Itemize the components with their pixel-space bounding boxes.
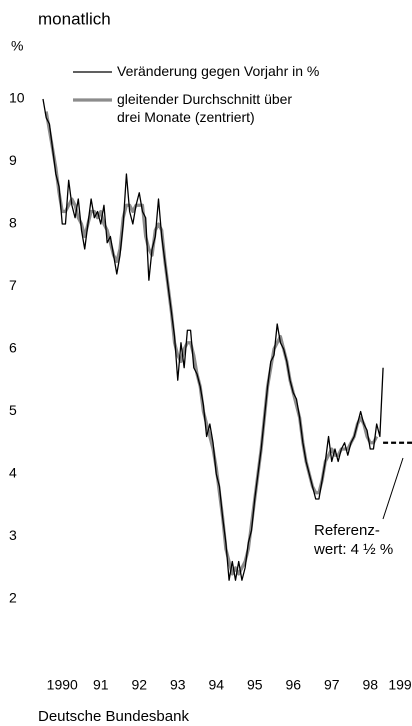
annotation-leader — [382, 457, 404, 520]
x-tick-label: 93 — [170, 677, 186, 693]
x-tick-label: 92 — [131, 677, 147, 693]
legend-label: gleitender Durchschnitt über drei Monate… — [117, 91, 293, 125]
y-tick-label: 8 — [9, 215, 17, 231]
y-tick-label: 10 — [9, 90, 25, 106]
y-tick-label: 3 — [9, 527, 17, 543]
y-tick-label: 7 — [9, 277, 17, 293]
y-tick-label: 2 — [9, 590, 17, 606]
series-line — [44, 111, 379, 576]
legend-label: Veränderung gegen Vorjahr in % — [117, 63, 320, 79]
x-tick-label: 199 — [388, 677, 412, 693]
x-tick-label: 1990 — [47, 677, 78, 693]
y-tick-label: 4 — [9, 465, 17, 481]
series-line — [42, 98, 384, 581]
annotation: Referenz- — [314, 522, 380, 539]
y-tick-label: 9 — [9, 152, 17, 168]
y-tick-label: 5 — [9, 402, 17, 418]
y-unit: % — [11, 38, 23, 54]
y-tick-label: 6 — [9, 340, 17, 356]
x-tick-label: 91 — [93, 677, 109, 693]
chart-title: monatlich — [38, 9, 111, 28]
x-tick-label: 97 — [324, 677, 340, 693]
x-tick-label: 98 — [362, 677, 378, 693]
source: Deutsche Bundesbank — [38, 708, 189, 725]
x-tick-label: 95 — [247, 677, 263, 693]
annotation: wert: 4 ½ % — [314, 541, 394, 558]
x-tick-label: 94 — [208, 677, 224, 693]
x-tick-label: 96 — [285, 677, 301, 693]
